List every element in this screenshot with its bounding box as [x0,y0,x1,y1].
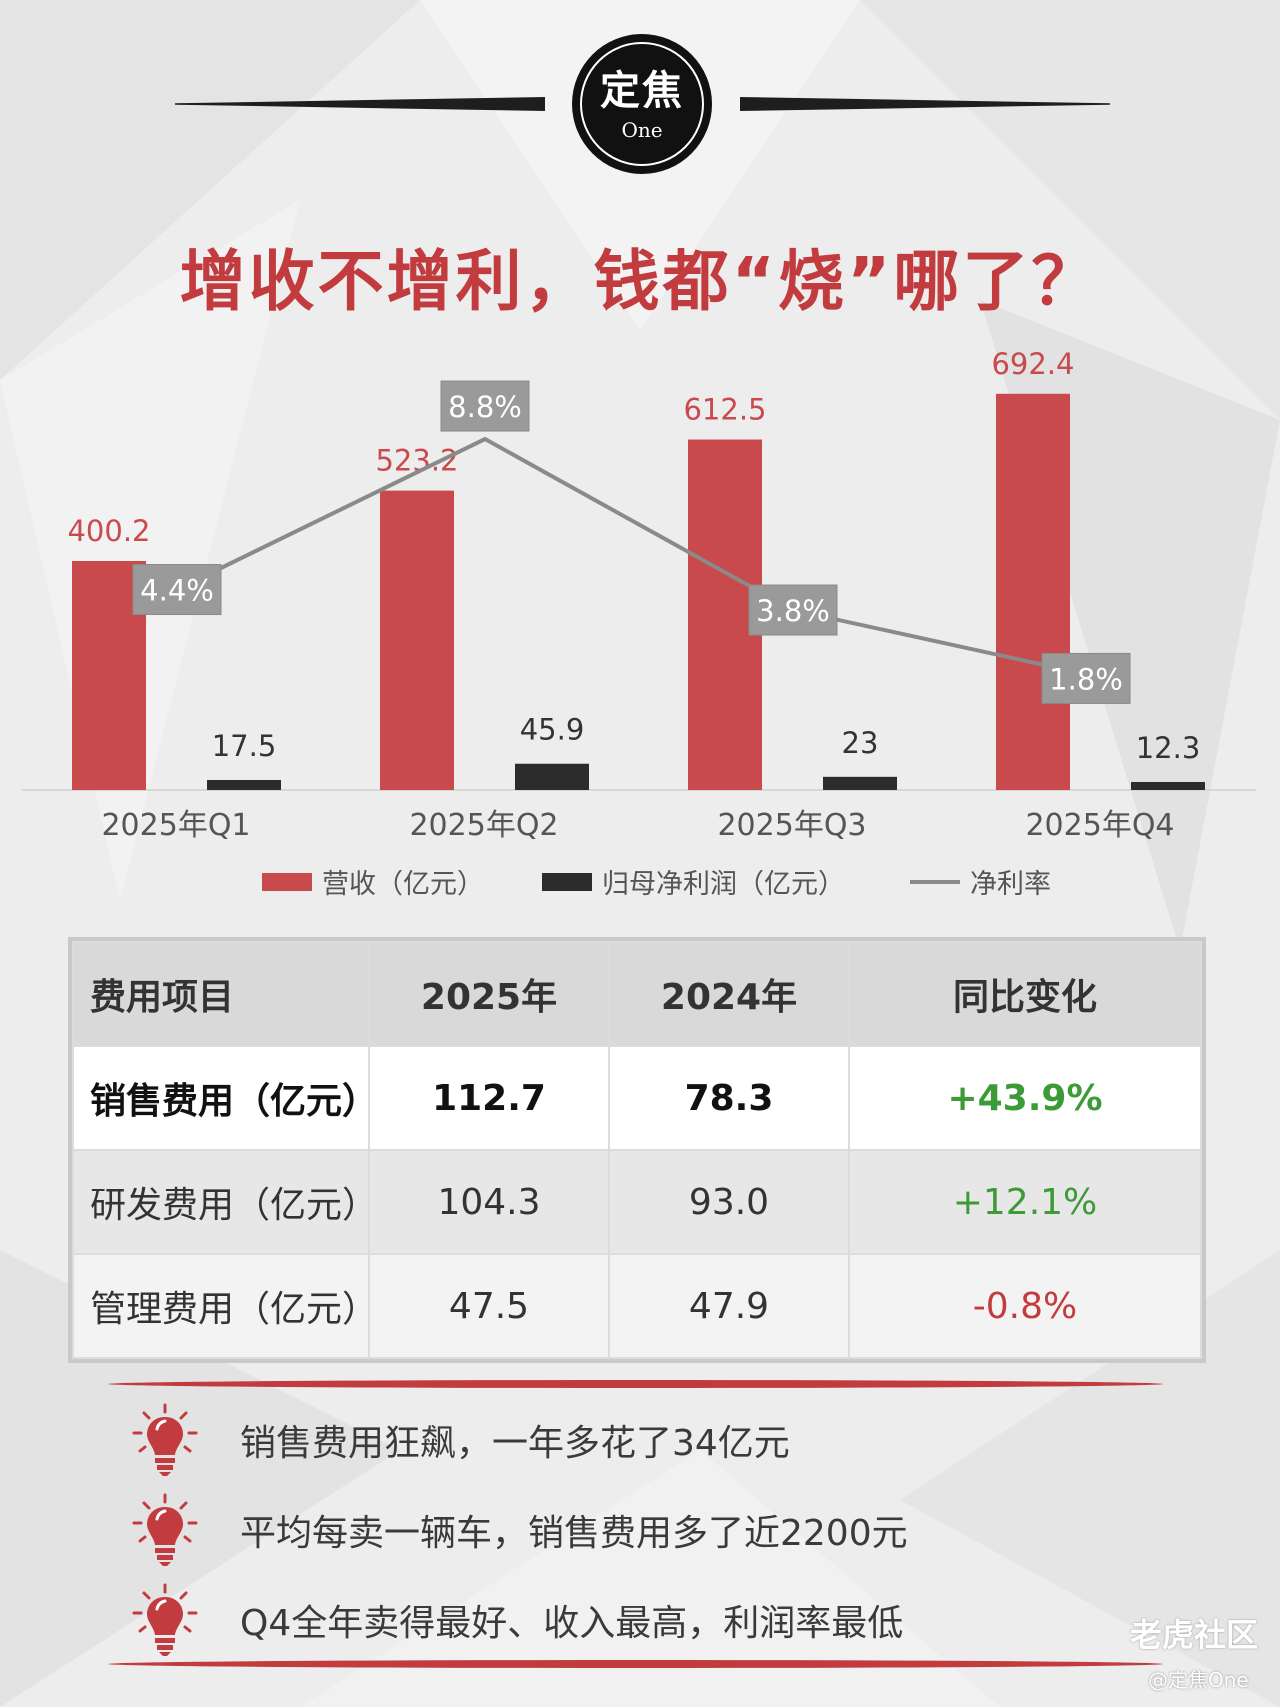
x-tick-label: 2025年Q4 [1025,808,1174,843]
table-cell-item: 管理费用（亿元） [72,1253,378,1359]
margin-label-box [1041,652,1131,704]
page-title: 增收不增利，钱都“烧”哪了？ [179,243,1101,320]
legend-label-margin: 净利率 [970,869,1051,900]
profit-bar [515,763,589,790]
legend-item-margin: 净利率 [910,862,1051,901]
watermark-handle: @定焦One [1148,1668,1249,1692]
table-cell-2025: 47.5 [368,1253,610,1359]
margin-data-label: 3.8% [756,594,830,628]
watermark-brand: 老虎社区 [1130,1616,1259,1654]
table-cell-2025: 112.7 [368,1045,610,1151]
revenue-data-label: 400.2 [67,514,150,548]
legend-item-revenue: 营收（亿元） [262,862,484,901]
table-cell-change: +43.9% [848,1045,1202,1151]
bullet-item: 平均每卖一辆车，销售费用多了近2200元 [130,1493,1130,1567]
lightbulb-icon [132,1583,198,1656]
chart-legend: 营收（亿元） 归母净利润（亿元） 净利率 [0,862,1280,902]
margin-line [176,436,1107,681]
table-row: 研发费用（亿元） 104.3 93.0 +12.1% [72,1149,1202,1255]
x-tick-label: 2025年Q1 [101,808,250,843]
table-header-cell: 费用项目 [72,941,370,1047]
table-cell-item: 销售费用（亿元） [72,1045,378,1151]
lightbulb-icon [132,1403,198,1476]
table-cell-2024: 93.0 [608,1149,850,1255]
table-header-cell: 2024年 [608,941,850,1047]
bullet-text: 平均每卖一辆车，销售费用多了近2200元 [240,1513,908,1554]
table-cell-2024: 47.9 [608,1253,850,1359]
profit-bar [823,776,897,790]
profit-data-label: 12.3 [1136,731,1201,765]
table-header-row: 费用项目 2025年 2024年 同比变化 [72,941,1202,1047]
legend-label-profit: 归母净利润（亿元） [602,869,845,900]
legend-label-revenue: 营收（亿元） [322,869,484,900]
x-tick-label: 2025年Q2 [409,808,558,843]
margin-label-box [440,380,530,432]
table-cell-2024: 78.3 [608,1045,850,1151]
revenue-data-label: 612.5 [683,393,766,427]
bullet-text: 销售费用狂飙，一年多花了34亿元 [240,1423,790,1464]
margin-data-label: 4.4% [140,574,214,608]
table-header-cell: 2025年 [368,941,610,1047]
x-tick-label: 2025年Q3 [717,808,866,843]
margin-data-label: 8.8% [448,390,522,424]
profit-data-label: 17.5 [212,729,277,763]
table-cell-item: 研发费用（亿元） [72,1149,378,1255]
logo-ring [580,42,704,166]
table-cell-change: +12.1% [848,1149,1202,1255]
table-cell-change: -0.8% [848,1253,1202,1359]
margin-data-label: 1.8% [1049,662,1123,696]
profit-data-label: 23 [842,726,879,760]
bullet-text: Q4全年卖得最好、收入最高，利润率最低 [240,1603,904,1644]
revenue-bar [380,490,454,790]
margin-label-box [748,584,838,636]
divider-top [108,1380,1163,1388]
profit-bar [207,779,281,790]
table-row: 销售费用（亿元） 112.7 78.3 +43.9% [72,1045,1202,1151]
profit-data-label: 45.9 [520,713,585,747]
margin-label-box [132,564,222,616]
legend-item-profit: 归母净利润（亿元） [542,862,845,901]
bullet-item: Q4全年卖得最好、收入最高，利润率最低 [130,1583,1130,1657]
table-header-cell: 同比变化 [848,941,1202,1047]
bullet-item: 销售费用狂飙，一年多花了34亿元 [130,1403,1130,1477]
divider-bottom [108,1660,1163,1668]
chart: 400.217.52025年Q1523.245.92025年Q2612.5232… [22,347,1256,843]
lightbulb-icon [132,1493,198,1566]
table-cell-2025: 104.3 [368,1149,610,1255]
table-row: 管理费用（亿元） 47.5 47.9 -0.8% [72,1253,1202,1359]
legend-swatch-profit [542,872,592,891]
expense-table: 费用项目 2025年 2024年 同比变化 销售费用（亿元） 112.7 78.… [68,937,1206,1363]
logo: 定焦 One [572,34,712,174]
legend-swatch-revenue [262,872,312,891]
profit-bar [1131,782,1205,790]
revenue-data-label: 692.4 [991,347,1074,381]
legend-swatch-margin [910,879,960,884]
revenue-bar [996,393,1070,790]
